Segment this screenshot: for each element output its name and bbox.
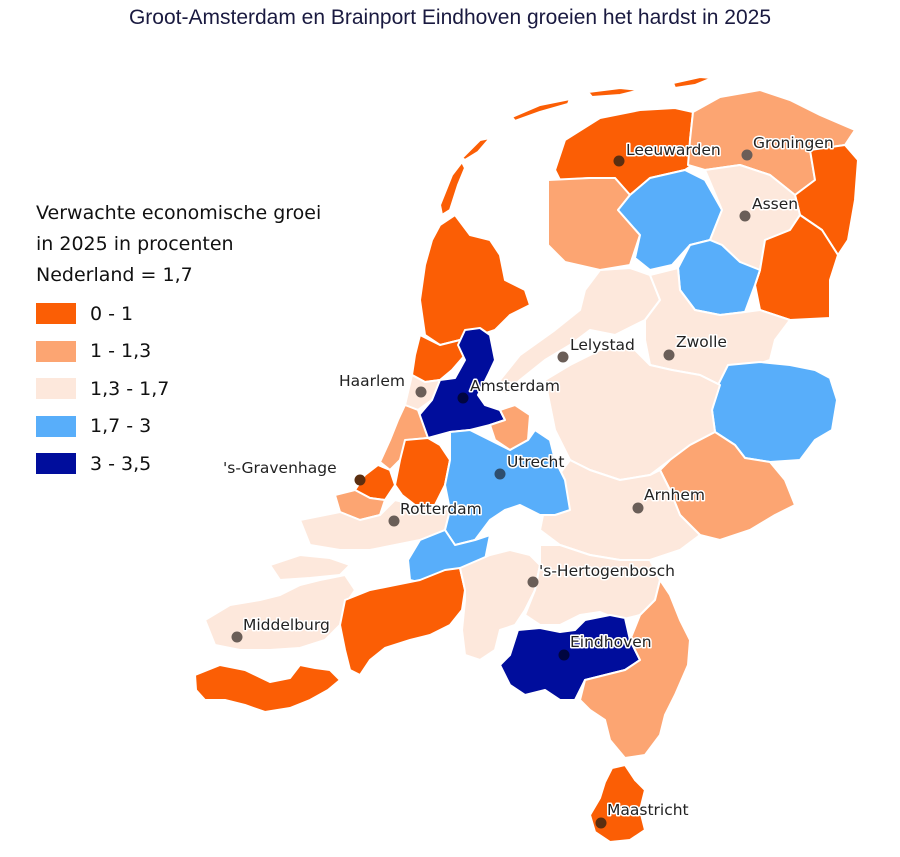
city-leeuwarden: Leeuwarden: [613, 140, 722, 167]
region-zeeuwsch-vlaanderen: [194, 664, 341, 713]
svg-text:Maastricht: Maastricht: [607, 801, 689, 819]
legend-item-0-1: 0 - 1: [36, 295, 321, 333]
city-s-gravenhage: 's-Gravenhage: [222, 458, 366, 486]
map-legend: Verwachte economische groei in 2025 in p…: [36, 198, 321, 483]
region-kop-noord-holland: [419, 214, 531, 346]
city-s-hertogenbosch: 's-Hertogenbosch: [527, 561, 677, 588]
svg-text:'s-Hertogenbosch: 's-Hertogenbosch: [539, 562, 675, 580]
svg-text:Eindhoven: Eindhoven: [570, 633, 652, 651]
svg-text:Lelystad: Lelystad: [570, 336, 635, 354]
city-amsterdam: Amsterdam: [457, 376, 561, 404]
region-wadden-texel: [439, 161, 466, 216]
svg-text:Utrecht: Utrecht: [507, 453, 564, 471]
region-wadden-terschelling: [511, 98, 571, 122]
map-title: Groot-Amsterdam en Brainport Eindhoven g…: [128, 6, 772, 29]
svg-text:Amsterdam: Amsterdam: [470, 377, 560, 395]
legend-title-line-1: Verwachte economische groei: [36, 202, 322, 224]
legend-item-1-3-1-7: 1,3 - 1,7: [36, 370, 321, 408]
legend-swatch: [36, 340, 76, 362]
svg-text:'s-Gravenhage: 's-Gravenhage: [223, 459, 337, 477]
svg-text:Rotterdam: Rotterdam: [400, 500, 482, 518]
city-assen: Assen: [739, 194, 800, 222]
legend-item-1-7-3: 1,7 - 3: [36, 408, 321, 446]
city-groningen: Groningen: [741, 133, 835, 161]
legend-swatch: [36, 303, 76, 325]
region-arnhem-nijmegen: [539, 459, 701, 561]
region-noord-overijssel: [644, 267, 791, 386]
region-west-noord-brabant: [339, 567, 466, 676]
legend-swatch: [36, 453, 76, 475]
legend-title-line-3: Nederland = 1,7: [36, 264, 193, 286]
svg-text:Assen: Assen: [752, 195, 798, 213]
region-wadden-ameland: [587, 87, 641, 98]
city-markers: Leeuwarden Groningen Assen Lelystad Zwol…: [222, 133, 835, 829]
city-arnhem: Arnhem: [632, 485, 707, 514]
city-utrecht: Utrecht: [494, 452, 566, 480]
region-alkmaar-zaanstreek: [411, 334, 466, 383]
city-middelburg: Middelburg: [231, 615, 331, 643]
legend-swatch: [36, 415, 76, 437]
svg-text:Middelburg: Middelburg: [243, 616, 330, 634]
city-rotterdam: Rotterdam: [388, 499, 483, 527]
region-overig-zeeland: [204, 574, 356, 651]
svg-text:Leeuwarden: Leeuwarden: [626, 141, 721, 159]
legend-item-1-1-3: 1 - 1,3: [36, 333, 321, 371]
region-midden-noord-brabant: [459, 549, 541, 661]
region-oost-zuid-holland: [394, 437, 451, 506]
svg-text:Arnhem: Arnhem: [644, 486, 705, 504]
region-zuidwest-friesland: [547, 177, 641, 271]
region-wadden-schiermonnikoog: [672, 76, 713, 89]
region-zeeland-island: [269, 554, 351, 581]
svg-text:Groningen: Groningen: [753, 134, 834, 152]
svg-text:Haarlem: Haarlem: [339, 372, 405, 390]
legend-title-line-2: in 2025 in procenten: [36, 233, 234, 255]
city-lelystad: Lelystad: [557, 335, 636, 363]
city-haarlem: Haarlem: [338, 371, 427, 398]
region-noord-midden-limburg: [579, 579, 691, 759]
region-utrecht: [444, 429, 571, 546]
city-maastricht: Maastricht: [595, 800, 690, 829]
svg-text:Zwolle: Zwolle: [676, 333, 727, 351]
legend-item-3-3-5: 3 - 3,5: [36, 445, 321, 483]
legend-swatch: [36, 378, 76, 400]
region-wadden-vlieland: [461, 137, 491, 161]
city-eindhoven: Eindhoven: [558, 632, 653, 661]
region-leiden-bollenstreek: [379, 404, 429, 471]
region-flevoland: [499, 267, 661, 396]
city-zwolle: Zwolle: [663, 332, 728, 361]
